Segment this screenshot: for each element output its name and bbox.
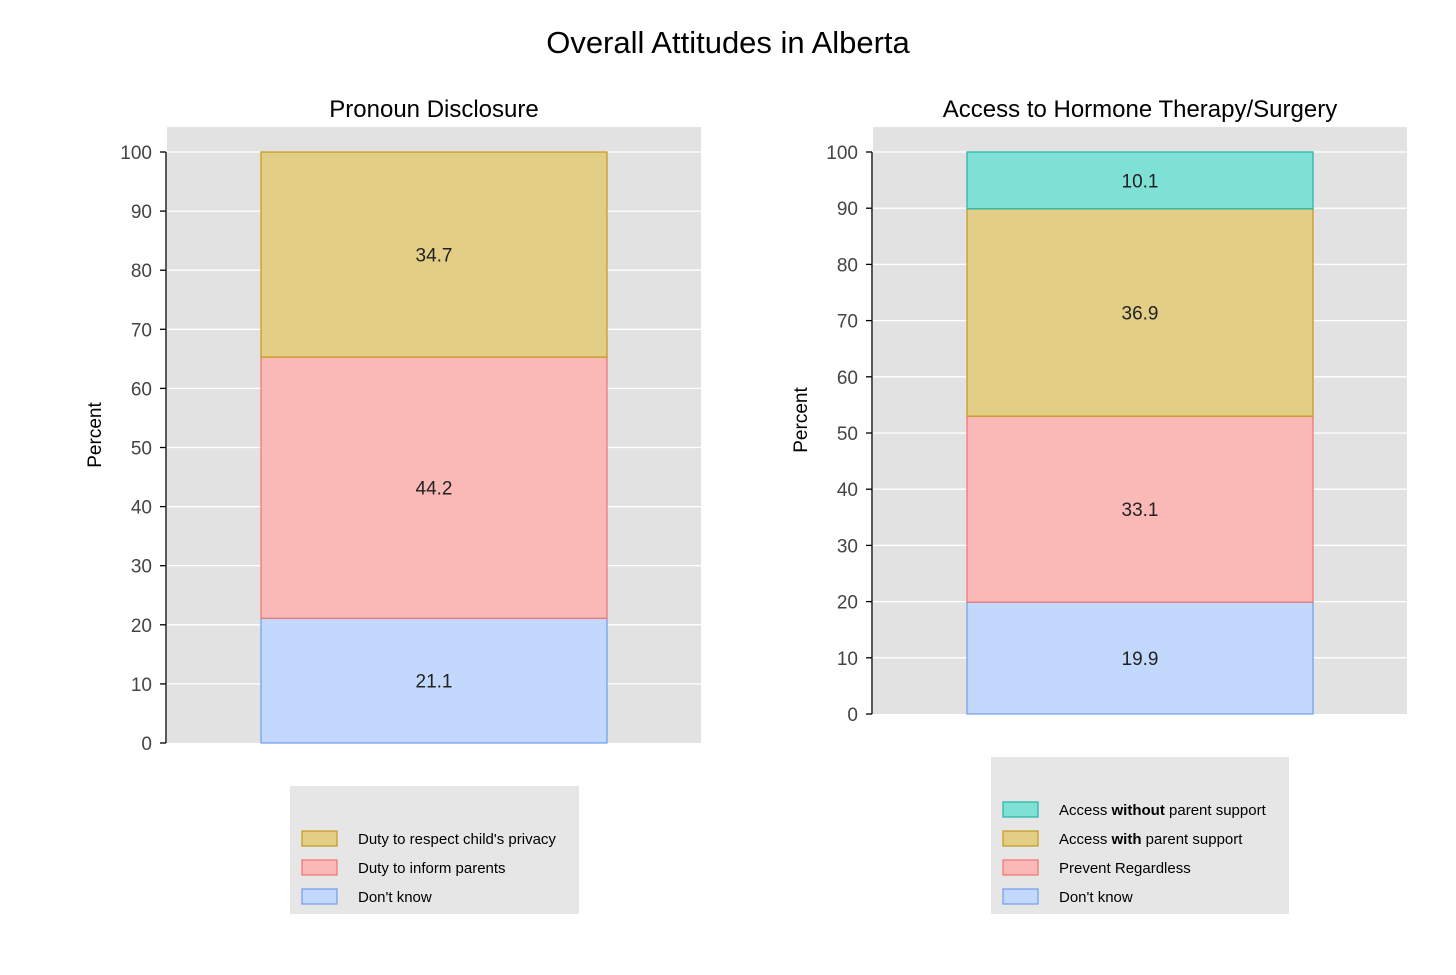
y-tick-label: 80 [837,255,858,276]
y-tick-label: 100 [120,143,152,164]
bar-segment [966,208,1314,417]
chart-panel-2: 19.9 33.1 36.9 10.1 0 10 20 30 40 50 60 70 80 90 100 Pe… [791,96,1407,914]
y-tick-label: 70 [131,320,152,341]
y-tick-label: 10 [837,649,858,670]
legend-label: Duty to respect child's privacy [358,831,556,848]
y-axis-label: Percent [791,387,812,453]
data-label: 10.1 [1122,171,1159,192]
legend-label: Duty to inform parents [358,860,506,877]
legend-swatch [1002,830,1039,847]
legend: Duty to respect child's privacy Duty to i… [290,786,579,914]
y-tick-label: 50 [131,439,152,460]
legend-label: Don't know [1059,889,1133,906]
y-tick-label: 80 [131,261,152,282]
legend-background [290,786,579,914]
y-tick-label: 10 [131,675,152,696]
figure-title: Overall Attitudes in Alberta [546,25,910,60]
legend-swatch [301,888,338,905]
data-label: 19.9 [1122,649,1159,670]
y-tick-label: 70 [837,312,858,333]
y-tick-label: 50 [837,424,858,445]
legend-swatch [1002,859,1039,876]
bar-segment [966,601,1314,715]
legend: Access without parent support Access with… [991,757,1289,914]
bar-segment [260,617,608,744]
bar-segment [260,151,608,358]
legend-background [991,757,1289,914]
data-label: 33.1 [1122,500,1159,521]
y-tick-label: 100 [826,143,858,164]
y-tick-label: 30 [837,536,858,557]
y-tick-label: 0 [847,705,858,726]
y-tick-label: 20 [837,593,858,614]
y-tick-label: 60 [837,368,858,389]
legend-label: Access with parent support [1059,831,1243,848]
bar-segment [260,356,608,619]
legend-label: Don't know [358,889,432,906]
y-tick-label: 90 [837,199,858,220]
y-tick-label: 20 [131,616,152,637]
y-tick-label: 60 [131,379,152,400]
bar-segment [966,415,1314,603]
legend-swatch [301,830,338,847]
y-axis-label: Percent [85,402,106,468]
legend-swatch [1002,888,1039,905]
data-label: 36.9 [1122,303,1159,324]
legend-label: Access without parent support [1059,802,1267,819]
chart-title: Access to Hormone Therapy/Surgery [943,96,1337,123]
chart-panel-1: 21.1 44.2 34.7 0 10 20 30 40 50 60 70 80 90 100 Percen… [85,96,701,914]
data-label: 34.7 [416,246,453,267]
chart-title: Pronoun Disclosure [329,96,538,123]
data-label: 44.2 [416,479,453,500]
y-tick-label: 30 [131,557,152,578]
legend-swatch [1002,801,1039,818]
y-tick-label: 40 [837,480,858,501]
legend-swatch [301,859,338,876]
bar-segment [966,151,1314,210]
y-tick-label: 90 [131,202,152,223]
y-tick-label: 40 [131,498,152,519]
legend-label: Prevent Regardless [1059,860,1191,877]
y-tick-label: 0 [141,734,152,755]
data-label: 21.1 [416,672,453,693]
